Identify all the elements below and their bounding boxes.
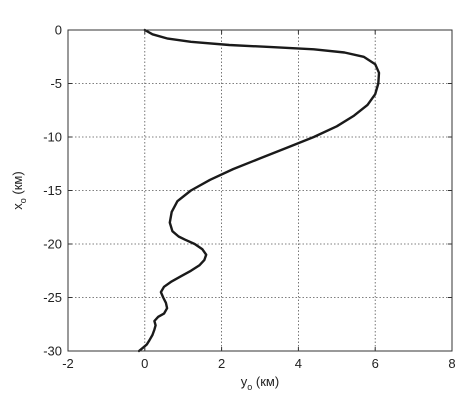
- x-tick-label: 8: [448, 356, 455, 371]
- grid: [68, 30, 452, 351]
- y-tick-label: -10: [43, 130, 62, 145]
- x-tick-label: 4: [295, 356, 302, 371]
- x-axis-label: yo (км): [241, 374, 279, 392]
- x-tick-label: 6: [372, 356, 379, 371]
- y-tick-label: -30: [43, 344, 62, 359]
- y-tick-label: -20: [43, 237, 62, 252]
- y-tick-label: -5: [50, 76, 62, 91]
- tick-marks: [67, 29, 453, 352]
- x-axis-label-unit: (км): [252, 374, 279, 389]
- y-tick-label: -15: [43, 183, 62, 198]
- data-series: [137, 28, 381, 353]
- y-axis-label-unit: (км): [10, 171, 25, 198]
- x-axis-label-subscript: o: [247, 382, 252, 392]
- y-tick-label: 0: [55, 23, 62, 38]
- data-line: [137, 28, 381, 353]
- y-axis-label-main: x: [10, 203, 25, 210]
- tick-labels: -2 0 2 4 6 80-5-10-15-20-25-30: [43, 23, 455, 372]
- y-axis-label-subscript: o: [18, 198, 28, 203]
- y-tick-label: -25: [43, 290, 62, 305]
- x-axis-label-main: y: [241, 374, 248, 389]
- x-tick-label: 2: [218, 356, 225, 371]
- x-tick-label: 0: [141, 356, 148, 371]
- x-tick-label: -2: [62, 356, 74, 371]
- y-axis-label: xo (км): [10, 171, 28, 209]
